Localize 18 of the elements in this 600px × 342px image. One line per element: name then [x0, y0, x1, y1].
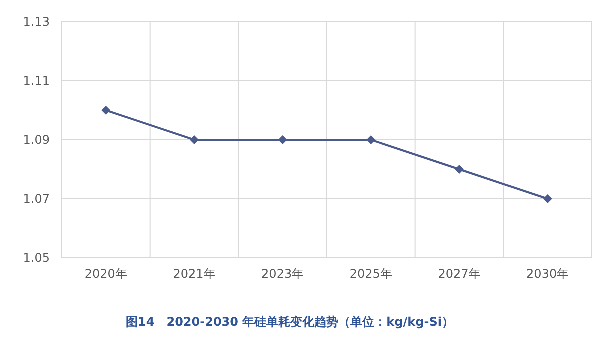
y-tick-label: 1.11: [23, 74, 50, 88]
point: [366, 136, 376, 144]
point: [278, 136, 288, 144]
x-tick-label: 2025年: [350, 267, 392, 281]
point: [455, 165, 464, 174]
x-tick-label: 2030年: [526, 267, 570, 281]
x-tick-label: 2023年: [262, 267, 304, 281]
point: [102, 106, 111, 115]
point: [190, 136, 199, 144]
y-tick-label: 1.09: [23, 133, 50, 147]
x-tick-label: 2020年: [84, 267, 128, 281]
caption: 图14 2020-2030 年硅单耗变化趋势（单位：kg/kg-Si）: [126, 315, 454, 329]
y-tick-label: 1.07: [23, 192, 50, 206]
x-tick-label: 2021年: [173, 267, 216, 281]
y-tick-label: 1.05: [23, 251, 50, 265]
y-tick-label: 1.13: [23, 15, 50, 29]
x-tick-label: 2027年: [438, 267, 481, 281]
point: [543, 194, 552, 204]
